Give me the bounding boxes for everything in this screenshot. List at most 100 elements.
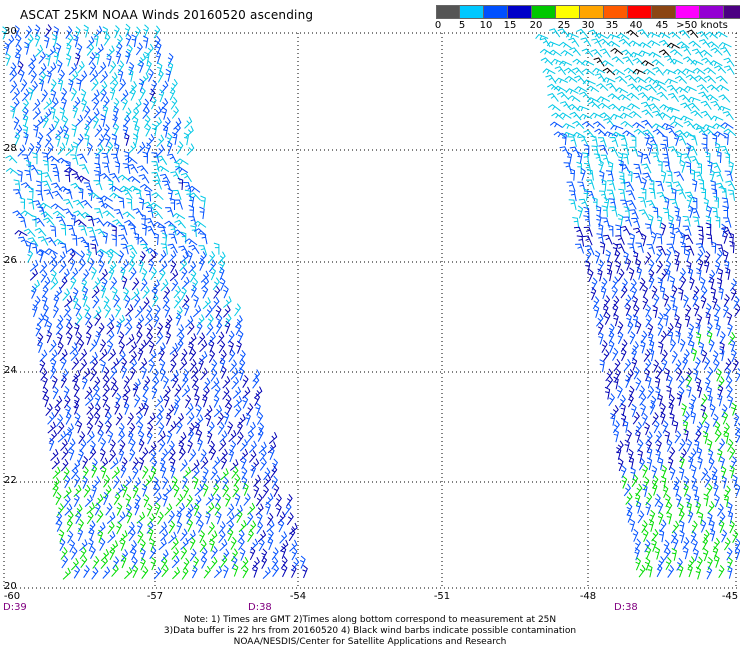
- wind-barb: [649, 509, 656, 524]
- wind-barb: [187, 185, 201, 193]
- wind-barb: [213, 242, 220, 255]
- wind-barb: [88, 257, 95, 271]
- wind-barb: [246, 403, 254, 416]
- wind-barb: [149, 546, 157, 560]
- wind-barb: [132, 564, 139, 579]
- wind-barb: [117, 511, 126, 524]
- wind-barb: [97, 428, 104, 442]
- wind-barb: [62, 467, 70, 481]
- wind-barb: [723, 494, 729, 508]
- wind-barb: [671, 285, 678, 299]
- wind-barb: [118, 78, 127, 92]
- wind-barb: [52, 304, 59, 319]
- wind-barb: [76, 43, 83, 57]
- wind-barb: [635, 500, 642, 514]
- wind-barb: [657, 277, 663, 290]
- wind-barb: [607, 180, 616, 191]
- wind-barb: [651, 59, 665, 67]
- wind-barb: [83, 24, 89, 38]
- wind-barb: [106, 322, 115, 335]
- wind-barb: [122, 211, 136, 220]
- wind-barb: [717, 448, 723, 462]
- wind-barb: [609, 206, 618, 217]
- wind-barb: [71, 466, 79, 480]
- wind-barb: [47, 421, 57, 434]
- wind-barb: [266, 512, 274, 526]
- wind-barb: [71, 357, 80, 371]
- wind-barb: [232, 484, 240, 498]
- wind-barb: [656, 191, 667, 202]
- wind-barb: [689, 276, 695, 290]
- wind-barb: [175, 166, 189, 174]
- wind-barb: [99, 448, 106, 462]
- wind-barb: [662, 484, 669, 499]
- wind-barb: [257, 428, 264, 442]
- wind-barb: [102, 162, 110, 174]
- wind-barb: [213, 565, 223, 579]
- wind-barb: [644, 251, 652, 265]
- wind-barb: [723, 249, 729, 263]
- wind-barb: [599, 170, 605, 184]
- wind-barb: [10, 105, 16, 119]
- wind-barb: [79, 546, 87, 560]
- wind-barb: [591, 145, 599, 157]
- wind-barb: [39, 260, 48, 274]
- wind-barb: [631, 217, 641, 229]
- wind-barb: [158, 439, 166, 452]
- wind-barb: [707, 556, 713, 571]
- wind-barb: [693, 368, 699, 382]
- wind-barb: [562, 131, 576, 138]
- wind-barb: [160, 448, 169, 462]
- wind-barb: [125, 322, 133, 336]
- wind-barb: [70, 154, 79, 165]
- wind-barb: [160, 528, 169, 542]
- wind-barb: [599, 359, 605, 372]
- legend-swatch: [628, 5, 652, 19]
- wind-barb: [213, 405, 223, 418]
- wind-barb: [31, 279, 41, 292]
- wind-barb: [621, 278, 628, 292]
- wind-barb: [202, 466, 209, 480]
- wind-barb: [672, 227, 684, 238]
- wind-barb: [46, 123, 55, 136]
- wind-barb: [216, 313, 223, 328]
- wind-barb: [611, 56, 625, 65]
- wind-barb: [612, 303, 619, 317]
- wind-barb: [70, 276, 77, 290]
- wind-barb: [594, 73, 606, 83]
- wind-barb: [202, 483, 209, 497]
- wind-barb: [64, 188, 73, 200]
- legend-swatch: [436, 5, 460, 19]
- wind-barb: [150, 557, 157, 571]
- wind-barb: [248, 520, 257, 533]
- wind-barb: [218, 530, 226, 544]
- wind-barb: [646, 95, 661, 102]
- wind-barb: [198, 350, 208, 363]
- wind-barb: [644, 84, 657, 93]
- wind-barb: [557, 28, 570, 37]
- wind-barb: [32, 200, 43, 211]
- wind-barb: [561, 132, 567, 146]
- wind-barb: [183, 132, 190, 146]
- wind-barb: [53, 51, 60, 64]
- wind-barb: [53, 286, 63, 299]
- wind-barb: [155, 395, 164, 408]
- wind-barb: [208, 530, 218, 543]
- wind-barb: [50, 448, 59, 461]
- wind-barb: [709, 276, 715, 290]
- wind-barb: [170, 349, 179, 363]
- wind-barb: [230, 536, 237, 550]
- wind-barb: [170, 78, 178, 92]
- wind-barb: [136, 314, 145, 327]
- wind-barb: [145, 206, 154, 218]
- wind-barb: [86, 431, 95, 444]
- wind-barb: [149, 202, 163, 210]
- wind-barb: [729, 339, 736, 353]
- wind-barb: [208, 440, 216, 454]
- wind-barb: [586, 169, 594, 181]
- wind-barb: [598, 331, 604, 345]
- wind-barb: [577, 181, 586, 193]
- wind-barb: [100, 285, 107, 299]
- wind-barb: [130, 288, 140, 301]
- wind-barb: [125, 503, 132, 517]
